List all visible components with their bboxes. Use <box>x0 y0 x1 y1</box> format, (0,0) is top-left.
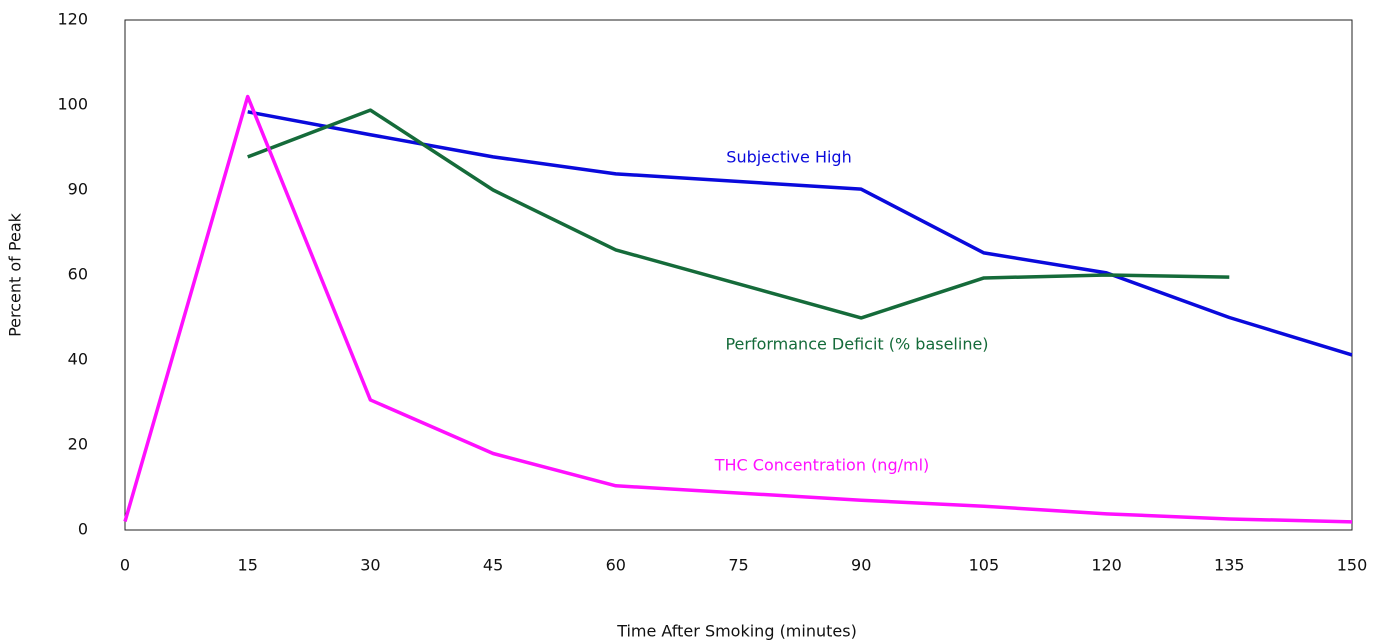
chart: Time After Smoking (minutes) Percent of … <box>0 0 1391 641</box>
x-tick-label: 90 <box>851 556 871 575</box>
series-line <box>248 110 1230 318</box>
x-tick-label: 75 <box>728 556 748 575</box>
x-tick-label: 30 <box>360 556 380 575</box>
x-tick-label: 135 <box>1214 556 1245 575</box>
x-axis-title: Time After Smoking (minutes) <box>616 622 857 641</box>
y-tick-label: 0 <box>78 520 88 539</box>
x-tick-label: 150 <box>1337 556 1368 575</box>
y-tick-label: 90 <box>68 180 88 199</box>
x-tick-label: 15 <box>238 556 258 575</box>
series-label: Performance Deficit (% baseline) <box>725 335 988 354</box>
x-tick-label: 105 <box>969 556 1000 575</box>
x-tick-label: 0 <box>120 556 130 575</box>
y-tick-label: 60 <box>68 265 88 284</box>
y-tick-label: 120 <box>57 10 88 29</box>
series-label: Subjective High <box>726 148 851 167</box>
y-axis-title: Percent of Peak <box>6 212 25 337</box>
x-tick-label: 45 <box>483 556 503 575</box>
series-label: THC Concentration (ng/ml) <box>714 456 930 475</box>
x-tick-label: 60 <box>606 556 626 575</box>
y-tick-label: 40 <box>68 350 88 369</box>
y-tick-label: 100 <box>57 95 88 114</box>
x-tick-label: 120 <box>1091 556 1122 575</box>
y-tick-label: 20 <box>68 435 88 454</box>
